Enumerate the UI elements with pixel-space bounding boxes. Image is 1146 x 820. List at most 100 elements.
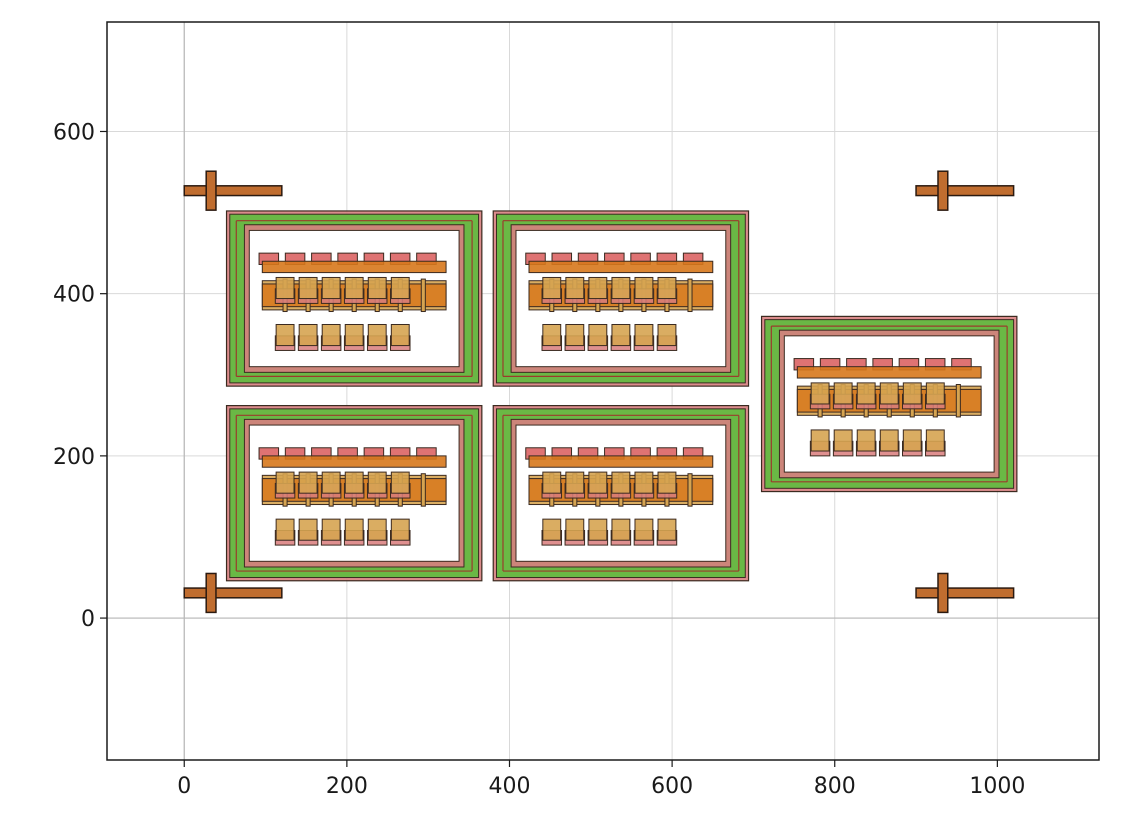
contact-pad (390, 276, 410, 300)
contact-pad (344, 323, 364, 347)
contact-pad (367, 323, 387, 347)
marker-horizontal (915, 185, 1015, 197)
middle-divider (420, 473, 426, 507)
marker-vertical (937, 170, 949, 211)
contact-pad (344, 276, 364, 300)
top-bar (796, 366, 982, 379)
marker-horizontal (183, 587, 283, 599)
y-tick-label: 200 (53, 445, 95, 470)
contact-pad (657, 276, 677, 300)
contact-pad (657, 518, 677, 541)
contact-pad (367, 518, 387, 541)
contact-pad (275, 518, 295, 541)
contact-pad (565, 276, 585, 300)
contact-pad (588, 323, 608, 347)
alignment-cross-marker (183, 170, 283, 211)
contact-pad (833, 382, 853, 405)
contact-pad (657, 471, 677, 494)
axis-ticks: 0 200 400 600 800 1000 0 200 400 600 (53, 120, 1025, 799)
contact-pad (856, 429, 876, 452)
x-tick-label: 1000 (969, 774, 1025, 799)
cell-block (760, 315, 1018, 493)
cell-block (492, 210, 750, 387)
contact-pad (925, 382, 945, 405)
contact-pad (298, 323, 318, 347)
contact-pad (810, 429, 830, 452)
top-bar (261, 260, 447, 274)
contact-pad (344, 518, 364, 541)
middle-divider (687, 278, 693, 313)
top-bar (261, 455, 447, 468)
marker-vertical (205, 572, 217, 614)
contact-pad (902, 382, 922, 405)
contact-pad (298, 471, 318, 494)
contact-pad (588, 518, 608, 541)
contact-pad (634, 323, 654, 347)
contact-pad (542, 323, 562, 347)
y-tick-label: 0 (81, 607, 95, 632)
cell-block (225, 404, 483, 582)
contact-pad (634, 471, 654, 494)
marker-vertical (205, 170, 217, 211)
contact-pad (298, 518, 318, 541)
contact-pad (565, 471, 585, 494)
contact-pad (298, 276, 318, 300)
x-tick-label: 0 (177, 774, 191, 799)
contact-pad (902, 429, 922, 452)
alignment-markers (183, 170, 1015, 614)
x-tick-label: 800 (814, 774, 856, 799)
x-tick-label: 400 (488, 774, 530, 799)
marker-horizontal (183, 185, 283, 197)
contact-pad (390, 323, 410, 347)
contact-pad (275, 323, 295, 347)
x-tick-label: 600 (651, 774, 693, 799)
contact-pad (344, 471, 364, 494)
contact-pad (367, 276, 387, 300)
contact-pad (833, 429, 853, 452)
contact-pad (275, 276, 295, 300)
contact-pad (542, 518, 562, 541)
contact-pad (611, 276, 631, 300)
plot-frame (106, 21, 1100, 761)
contact-pad (321, 471, 341, 494)
contact-pad (565, 323, 585, 347)
contact-pad (925, 429, 945, 452)
marker-vertical (937, 572, 949, 614)
contact-pad (542, 471, 562, 494)
contact-pad (879, 429, 899, 452)
contact-pad (611, 323, 631, 347)
alignment-cross-marker (915, 170, 1015, 211)
cell-block (225, 210, 483, 387)
contact-pad (390, 471, 410, 494)
cells-layer (225, 210, 1018, 582)
middle-divider (955, 384, 961, 418)
top-bar (528, 455, 714, 468)
y-tick-label: 600 (53, 120, 95, 145)
contact-pad (321, 323, 341, 347)
contact-pad (542, 276, 562, 300)
contact-pad (588, 471, 608, 494)
contact-pad (611, 518, 631, 541)
alignment-cross-marker (183, 572, 283, 614)
contact-pad (810, 382, 830, 405)
middle-divider (420, 278, 426, 313)
y-tick-label: 400 (53, 283, 95, 308)
contact-pad (611, 471, 631, 494)
cell-block (492, 404, 750, 582)
contact-pad (321, 276, 341, 300)
contact-pad (856, 382, 876, 405)
alignment-cross-marker (915, 572, 1015, 614)
top-bar (528, 260, 714, 274)
contact-pad (565, 518, 585, 541)
x-tick-label: 200 (326, 774, 368, 799)
contact-pad (390, 518, 410, 541)
marker-horizontal (915, 587, 1015, 599)
contact-pad (321, 518, 341, 541)
contact-pad (879, 382, 899, 405)
contact-pad (367, 471, 387, 494)
contact-pad (588, 276, 608, 300)
middle-divider (687, 473, 693, 507)
contact-pad (634, 518, 654, 541)
contact-pad (657, 323, 677, 347)
